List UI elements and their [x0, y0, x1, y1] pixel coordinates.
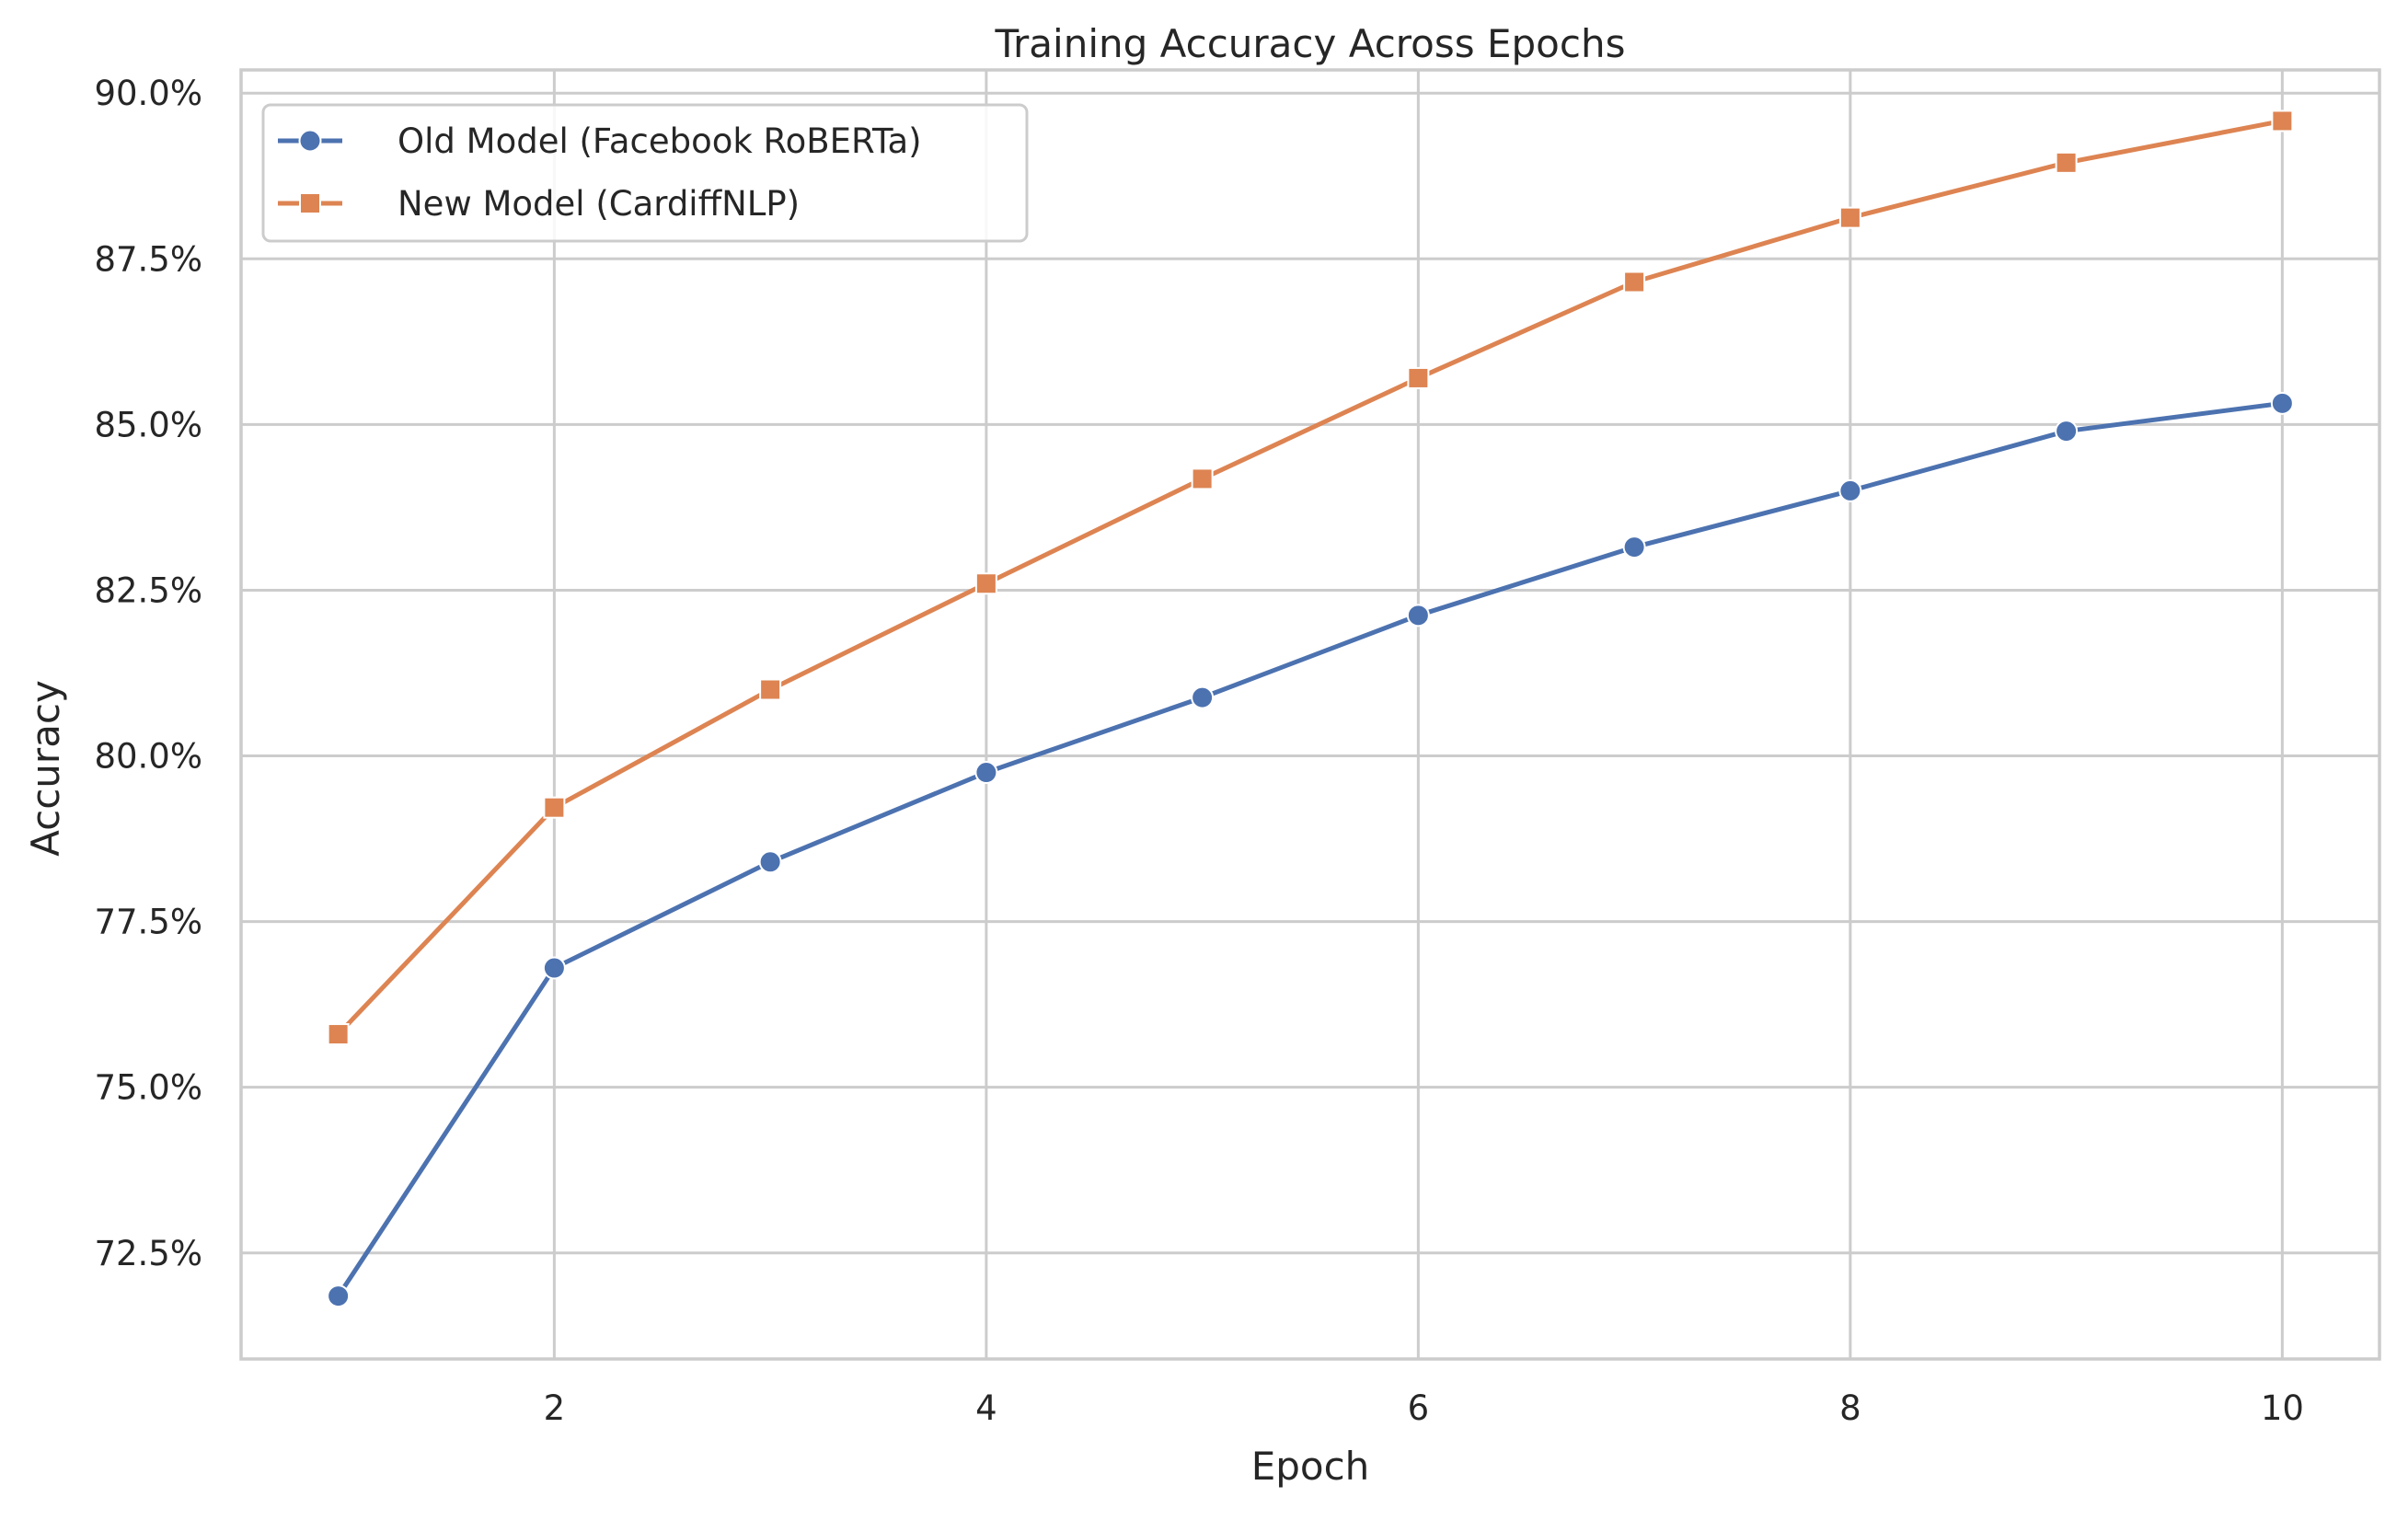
old-model-point — [758, 850, 782, 874]
new-model-series — [327, 109, 2294, 1046]
new-model-point — [974, 572, 997, 595]
x-tick-label: 2 — [544, 1388, 566, 1428]
y-tick-label: 87.5% — [94, 239, 202, 279]
x-tick-label: 6 — [1408, 1388, 1430, 1428]
x-tick-label: 4 — [975, 1388, 997, 1428]
new-model-point — [327, 1023, 350, 1046]
new-model-point — [2271, 109, 2294, 132]
series-layer — [327, 109, 2294, 1308]
y-tick-label: 90.0% — [94, 74, 202, 113]
x-tick-label: 10 — [2261, 1388, 2304, 1428]
y-tick-label: 82.5% — [94, 570, 202, 610]
new-model-point — [2055, 151, 2078, 174]
y-axis-label: Accuracy — [23, 680, 68, 857]
old-model-point — [1622, 535, 1646, 559]
x-axis-label: Epoch — [1251, 1444, 1370, 1489]
new-model-point — [1838, 206, 1861, 229]
new-model-point — [759, 678, 782, 701]
plot-frame-layer — [239, 68, 2381, 1361]
old-model-point — [2055, 420, 2079, 443]
grid-layer — [241, 70, 2379, 1359]
tick-label-layer: 2 4 6 8 10 72.5% 75.0% 77.5% 80.0% 82.5% 85.0% 87.5… — [94, 74, 2303, 1428]
legend: Old Model (Facebook RoBERTa) New Model (C… — [261, 103, 1029, 243]
new-model-line — [336, 118, 2285, 1037]
new-model-point — [1191, 467, 1214, 490]
legend-entry-old-model: Old Model (Facebook RoBERTa) — [278, 121, 922, 161]
x-tick-label: 8 — [1839, 1388, 1861, 1428]
y-tick-label: 72.5% — [94, 1234, 202, 1273]
old-model-point — [542, 956, 566, 980]
y-tick-label: 85.0% — [94, 405, 202, 444]
y-tick-label: 75.0% — [94, 1068, 202, 1108]
legend-entry-new-model: New Model (CardiffNLP) — [278, 184, 800, 224]
old-model-series — [327, 391, 2294, 1308]
legend-label: New Model (CardiffNLP) — [397, 184, 800, 224]
legend-swatch-marker — [298, 129, 322, 153]
legend-box — [261, 103, 1029, 243]
y-tick-label: 80.0% — [94, 737, 202, 777]
old-model-line — [336, 400, 2285, 1299]
old-model-point — [2270, 391, 2294, 415]
old-model-point — [1838, 478, 1862, 502]
old-model-point — [327, 1284, 351, 1308]
chart-title: Training Accuracy Across Epochs — [995, 21, 1626, 66]
legend-swatch-marker — [299, 192, 321, 214]
new-model-point — [1407, 366, 1430, 389]
legend-label: Old Model (Facebook RoBERTa) — [397, 121, 922, 161]
old-model-point — [1191, 685, 1215, 709]
old-model-point — [1406, 604, 1430, 628]
y-tick-label: 77.5% — [94, 903, 202, 942]
old-model-point — [974, 761, 998, 785]
new-model-point — [1623, 271, 1646, 294]
plot-frame — [239, 68, 2381, 1361]
new-model-point — [543, 796, 566, 819]
